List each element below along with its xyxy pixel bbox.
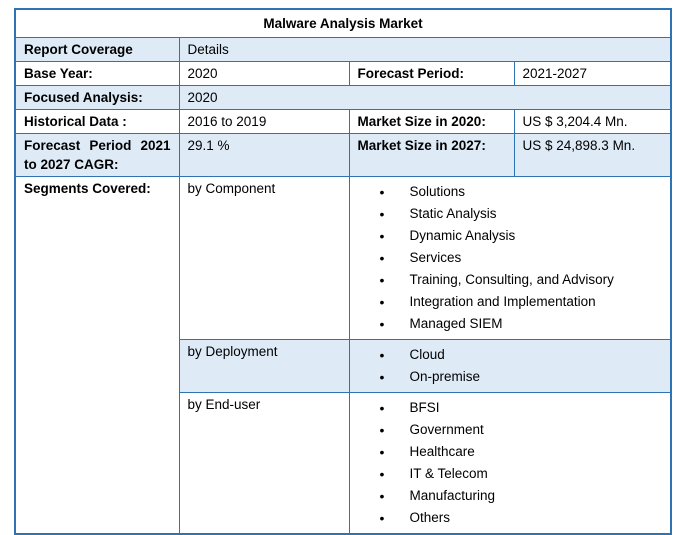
market-size-2027-label: Market Size in 2027:: [348, 133, 515, 177]
segment-group-enduser-label: by End-user: [178, 392, 350, 535]
historical-data-value: 2016 to 2019: [178, 109, 350, 134]
list-item: Dynamic Analysis: [380, 225, 663, 247]
focused-analysis-value: 2020: [178, 85, 672, 110]
row-segments-component: Segments Covered: by Component Solutions…: [14, 176, 672, 535]
list-item: BFSI: [380, 397, 663, 419]
segment-group-component-label: by Component: [178, 176, 350, 340]
list-item: Static Analysis: [380, 203, 663, 225]
list-item: Integration and Implementation: [380, 291, 663, 313]
focused-analysis-label: Focused Analysis:: [14, 85, 180, 110]
list-item: IT & Telecom: [380, 463, 663, 485]
row-base-year: Base Year: 2020 Forecast Period: 2021-20…: [14, 61, 672, 86]
base-year-label: Base Year:: [14, 61, 180, 86]
deployment-list: Cloud On-premise: [358, 344, 663, 388]
list-item: Government: [380, 419, 663, 441]
market-size-2020-label: Market Size in 2020:: [348, 109, 515, 134]
segment-group-deployment-items: Cloud On-premise: [348, 339, 672, 393]
report-coverage-value: Details: [178, 37, 672, 62]
page: Malware Analysis Market Report Coverage …: [0, 0, 684, 502]
segment-group-deployment-label: by Deployment: [178, 339, 350, 393]
enduser-list: BFSI Government Healthcare IT & Telecom …: [358, 397, 663, 529]
table-title-row: Malware Analysis Market: [14, 8, 672, 38]
forecast-period-value: 2021-2027: [513, 61, 672, 86]
market-size-2020-value: US $ 3,204.4 Mn.: [513, 109, 672, 134]
historical-data-label: Historical Data :: [14, 109, 180, 134]
report-scope-table: Malware Analysis Market Report Coverage …: [14, 8, 673, 535]
row-forecast-cagr: Forecast Period 2021 to 2027 CAGR: 29.1 …: [14, 133, 672, 177]
market-size-2027-value: US $ 24,898.3 Mn.: [513, 133, 672, 177]
forecast-period-label: Forecast Period:: [348, 61, 515, 86]
list-item: Solutions: [380, 181, 663, 203]
row-historical-data: Historical Data : 2016 to 2019 Market Si…: [14, 109, 672, 134]
component-list: Solutions Static Analysis Dynamic Analys…: [358, 181, 663, 335]
row-segments-deployment: by Deployment Cloud On-premise: [15, 339, 672, 393]
list-item: Manufacturing: [380, 485, 663, 507]
segments-covered-label: Segments Covered:: [14, 176, 180, 535]
list-item: Training, Consulting, and Advisory: [380, 269, 663, 291]
page-title: Malware Analysis Market: [14, 8, 672, 38]
base-year-value: 2020: [178, 61, 350, 86]
list-item: Services: [380, 247, 663, 269]
list-item: On-premise: [380, 366, 663, 388]
list-item: Others: [380, 507, 663, 529]
row-report-coverage: Report Coverage Details: [14, 37, 672, 62]
report-coverage-label: Report Coverage: [14, 37, 180, 62]
list-item: Healthcare: [380, 441, 663, 463]
row-focused-analysis: Focused Analysis: 2020: [14, 85, 672, 110]
segment-group-component-items: Solutions Static Analysis Dynamic Analys…: [348, 176, 672, 340]
forecast-cagr-label: Forecast Period 2021 to 2027 CAGR:: [14, 133, 180, 177]
segment-group-enduser-items: BFSI Government Healthcare IT & Telecom …: [348, 392, 672, 535]
list-item: Cloud: [380, 344, 663, 366]
list-item: Managed SIEM: [380, 313, 663, 335]
forecast-cagr-value: 29.1 %: [178, 133, 350, 177]
